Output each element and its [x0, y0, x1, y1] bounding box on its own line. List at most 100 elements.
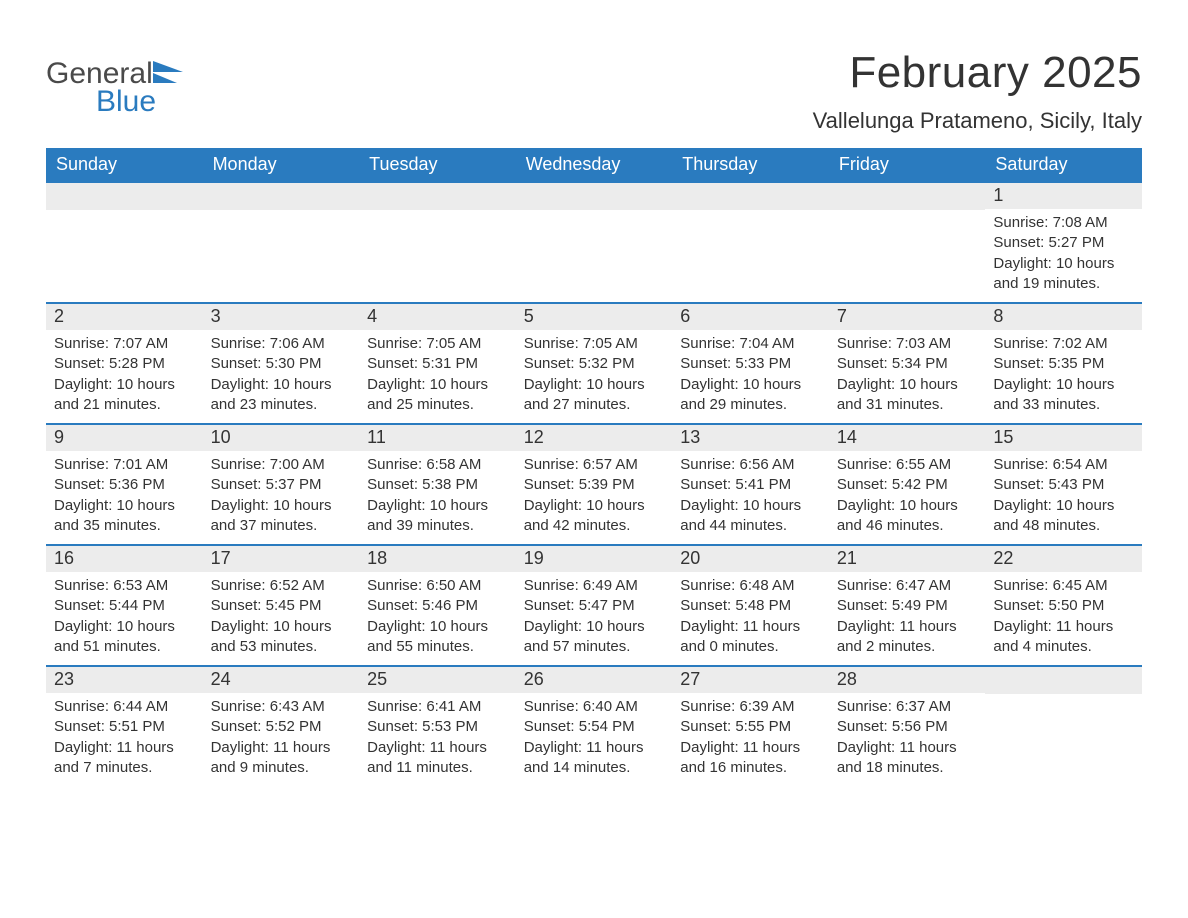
daylight-text: Daylight: 11 hours and 7 minutes. [54, 738, 195, 779]
daylight-text: Daylight: 10 hours and 44 minutes. [680, 496, 821, 537]
day-details: Sunrise: 6:45 AMSunset: 5:50 PMDaylight:… [985, 572, 1142, 665]
sunset-text: Sunset: 5:33 PM [680, 354, 821, 374]
day-cell: 1 Sunrise: 7:08 AMSunset: 5:27 PMDaylight… [985, 183, 1142, 302]
sunset-text: Sunset: 5:27 PM [993, 233, 1134, 253]
daylight-text: Daylight: 10 hours and 37 minutes. [211, 496, 352, 537]
day-cell: 23Sunrise: 6:44 AMSunset: 5:51 PMDayligh… [46, 667, 203, 786]
day-number: 22 [985, 546, 1142, 572]
page-title: February 2025 [813, 48, 1142, 98]
daylight-text: Daylight: 11 hours and 4 minutes. [993, 617, 1134, 658]
day-details: Sunrise: 6:41 AMSunset: 5:53 PMDaylight:… [359, 693, 516, 786]
day-cell: 18Sunrise: 6:50 AMSunset: 5:46 PMDayligh… [359, 546, 516, 665]
sunrise-text: Sunrise: 6:40 AM [524, 697, 665, 717]
day-cell: 3Sunrise: 7:06 AMSunset: 5:30 PMDaylight… [203, 304, 360, 423]
sunrise-text: Sunrise: 7:00 AM [211, 455, 352, 475]
day-details: Sunrise: 7:04 AMSunset: 5:33 PMDaylight:… [672, 330, 829, 423]
day-number: 17 [203, 546, 360, 572]
day-cell-empty [672, 183, 829, 302]
daylight-text: Daylight: 10 hours and 53 minutes. [211, 617, 352, 658]
sunset-text: Sunset: 5:50 PM [993, 596, 1134, 616]
logo-word2: Blue [96, 86, 187, 118]
day-number: 15 [985, 425, 1142, 451]
sunrise-text: Sunrise: 7:05 AM [524, 334, 665, 354]
day-cell: 16Sunrise: 6:53 AMSunset: 5:44 PMDayligh… [46, 546, 203, 665]
day-number: 1 [985, 183, 1142, 209]
day-number: 18 [359, 546, 516, 572]
title-block: February 2025 Vallelunga Pratameno, Sici… [813, 48, 1142, 142]
day-cell: 2Sunrise: 7:07 AMSunset: 5:28 PMDaylight… [46, 304, 203, 423]
sunset-text: Sunset: 5:31 PM [367, 354, 508, 374]
day-cell: 11Sunrise: 6:58 AMSunset: 5:38 PMDayligh… [359, 425, 516, 544]
day-number: 26 [516, 667, 673, 693]
daylight-text: Daylight: 11 hours and 18 minutes. [837, 738, 978, 779]
sunrise-text: Sunrise: 6:45 AM [993, 576, 1134, 596]
logo-text: General Blue [46, 58, 187, 117]
day-number [985, 667, 1142, 694]
day-cell: 24Sunrise: 6:43 AMSunset: 5:52 PMDayligh… [203, 667, 360, 786]
day-cell: 5Sunrise: 7:05 AMSunset: 5:32 PMDaylight… [516, 304, 673, 423]
day-number: 20 [672, 546, 829, 572]
day-cell: 4Sunrise: 7:05 AMSunset: 5:31 PMDaylight… [359, 304, 516, 423]
sunrise-text: Sunrise: 6:58 AM [367, 455, 508, 475]
day-details [46, 210, 203, 222]
day-number [46, 183, 203, 210]
day-details: Sunrise: 6:44 AMSunset: 5:51 PMDaylight:… [46, 693, 203, 786]
sunset-text: Sunset: 5:47 PM [524, 596, 665, 616]
day-cell: 17Sunrise: 6:52 AMSunset: 5:45 PMDayligh… [203, 546, 360, 665]
day-details [359, 210, 516, 222]
day-cell-empty [359, 183, 516, 302]
day-details: Sunrise: 6:58 AMSunset: 5:38 PMDaylight:… [359, 451, 516, 544]
sunrise-text: Sunrise: 7:01 AM [54, 455, 195, 475]
sunset-text: Sunset: 5:34 PM [837, 354, 978, 374]
sunrise-text: Sunrise: 6:56 AM [680, 455, 821, 475]
daylight-text: Daylight: 10 hours and 35 minutes. [54, 496, 195, 537]
day-number: 3 [203, 304, 360, 330]
sunrise-text: Sunrise: 6:41 AM [367, 697, 508, 717]
day-number: 19 [516, 546, 673, 572]
daylight-text: Daylight: 10 hours and 57 minutes. [524, 617, 665, 658]
day-details: Sunrise: 7:07 AMSunset: 5:28 PMDaylight:… [46, 330, 203, 423]
calendar-body: 1Sunrise: 7:08 AMSunset: 5:27 PMDaylight… [46, 183, 1142, 786]
day-cell: 8Sunrise: 7:02 AMSunset: 5:35 PMDaylight… [985, 304, 1142, 423]
sunrise-text: Sunrise: 6:52 AM [211, 576, 352, 596]
sunset-text: Sunset: 5:30 PM [211, 354, 352, 374]
daylight-text: Daylight: 10 hours and 46 minutes. [837, 496, 978, 537]
sunrise-text: Sunrise: 6:55 AM [837, 455, 978, 475]
day-details: Sunrise: 6:50 AMSunset: 5:46 PMDaylight:… [359, 572, 516, 665]
day-cell-empty [203, 183, 360, 302]
day-cell: 21Sunrise: 6:47 AMSunset: 5:49 PMDayligh… [829, 546, 986, 665]
weekday-header: Sunday [46, 148, 203, 183]
day-cell-empty [46, 183, 203, 302]
sunset-text: Sunset: 5:38 PM [367, 475, 508, 495]
day-details: Sunrise: 6:48 AMSunset: 5:48 PMDaylight:… [672, 572, 829, 665]
daylight-text: Daylight: 10 hours and 23 minutes. [211, 375, 352, 416]
day-cell: 12Sunrise: 6:57 AMSunset: 5:39 PMDayligh… [516, 425, 673, 544]
day-number: 8 [985, 304, 1142, 330]
day-cell-empty [829, 183, 986, 302]
day-details: Sunrise: 6:54 AMSunset: 5:43 PMDaylight:… [985, 451, 1142, 544]
sunrise-text: Sunrise: 6:44 AM [54, 697, 195, 717]
day-details: Sunrise: 7:05 AMSunset: 5:32 PMDaylight:… [516, 330, 673, 423]
sunrise-text: Sunrise: 6:53 AM [54, 576, 195, 596]
day-cell: 28Sunrise: 6:37 AMSunset: 5:56 PMDayligh… [829, 667, 986, 786]
day-number [516, 183, 673, 210]
sunset-text: Sunset: 5:43 PM [993, 475, 1134, 495]
day-details: Sunrise: 7:00 AMSunset: 5:37 PMDaylight:… [203, 451, 360, 544]
day-details: Sunrise: 6:56 AMSunset: 5:41 PMDaylight:… [672, 451, 829, 544]
sunrise-text: Sunrise: 7:08 AM [993, 213, 1134, 233]
sunset-text: Sunset: 5:53 PM [367, 717, 508, 737]
sunset-text: Sunset: 5:36 PM [54, 475, 195, 495]
day-cell-empty [985, 667, 1142, 786]
day-details: Sunrise: 7:06 AMSunset: 5:30 PMDaylight:… [203, 330, 360, 423]
week-row: 16Sunrise: 6:53 AMSunset: 5:44 PMDayligh… [46, 544, 1142, 665]
daylight-text: Daylight: 10 hours and 19 minutes. [993, 254, 1134, 295]
day-number: 27 [672, 667, 829, 693]
header: General Blue February 2025 Vallelunga Pr… [46, 48, 1142, 142]
day-cell: 22Sunrise: 6:45 AMSunset: 5:50 PMDayligh… [985, 546, 1142, 665]
sunset-text: Sunset: 5:56 PM [837, 717, 978, 737]
sunrise-text: Sunrise: 6:50 AM [367, 576, 508, 596]
sunrise-text: Sunrise: 6:47 AM [837, 576, 978, 596]
day-number [672, 183, 829, 210]
daylight-text: Daylight: 10 hours and 31 minutes. [837, 375, 978, 416]
daylight-text: Daylight: 10 hours and 25 minutes. [367, 375, 508, 416]
